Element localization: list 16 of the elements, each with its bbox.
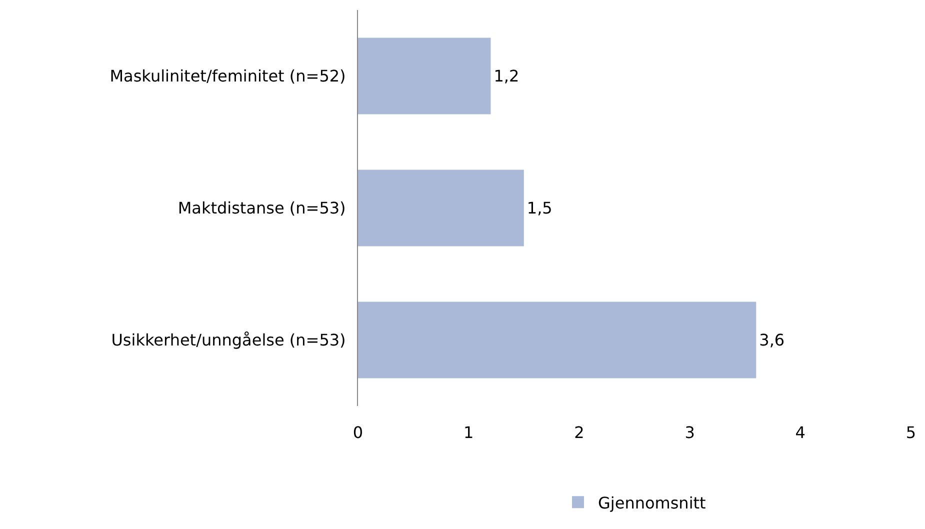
x-tick-label: 0 [352, 423, 364, 442]
data-label: 3,6 [759, 330, 785, 350]
bar [358, 302, 756, 378]
data-label: 1,2 [494, 66, 520, 86]
y-tick-label: Usikkerhet/unngåelse (n=53) [111, 330, 346, 350]
legend-label: Gjennomsnitt [598, 493, 706, 512]
x-tick-label: 4 [795, 423, 806, 442]
x-tick-label: 3 [684, 423, 695, 442]
bar [358, 38, 491, 114]
y-tick-label: Maktdistanse (n=53) [178, 198, 346, 218]
bar [358, 170, 524, 246]
y-tick-label: Maskulinitet/feminitet (n=52) [110, 66, 346, 86]
x-tick-label: 1 [464, 423, 474, 442]
data-label: 1,5 [526, 198, 552, 218]
x-tick-label: 5 [906, 423, 916, 442]
x-tick-label: 2 [574, 423, 584, 442]
